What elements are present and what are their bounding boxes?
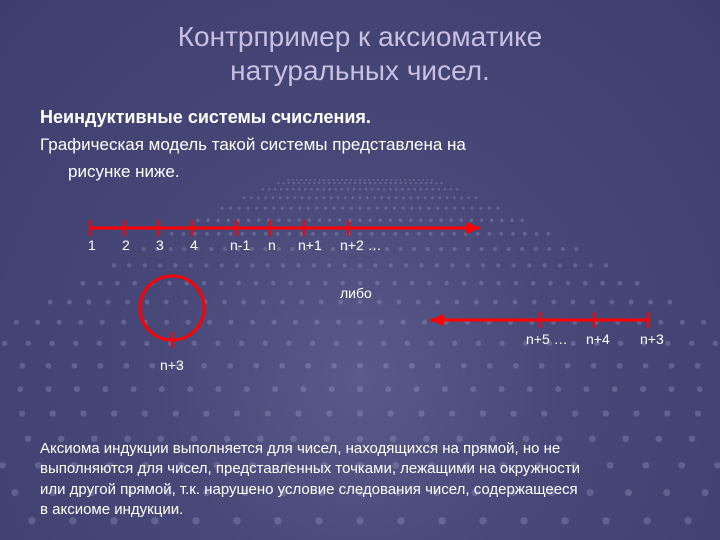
- svg-text:n+3: n+3: [640, 331, 664, 347]
- footer-line-1: Аксиома индукции выполняется для чисел, …: [40, 440, 560, 457]
- svg-text:2: 2: [122, 237, 130, 253]
- footer-line-2: выполняются для чисел, представленных то…: [40, 460, 580, 477]
- svg-text:n+2 …: n+2 …: [340, 237, 382, 253]
- footer-text: Аксиома индукции выполняется для чисел, …: [0, 439, 720, 520]
- svg-text:n+4: n+4: [586, 331, 610, 347]
- title-line-1: Контрпример к аксиоматике: [178, 21, 542, 52]
- diagram: 1 2 3 4 n-1 n n+1 n+2 … n+3 либо n+5 … n+4 n+3: [40, 198, 680, 398]
- svg-text:n-1: n-1: [230, 237, 250, 253]
- svg-text:n: n: [268, 237, 276, 253]
- svg-text:n+1: n+1: [298, 237, 322, 253]
- slide-content: Контрпример к аксиоматике натуральных чи…: [0, 0, 720, 403]
- svg-text:либо: либо: [340, 285, 372, 301]
- slide-title: Контрпример к аксиоматике натуральных чи…: [40, 20, 680, 87]
- subtitle: Неиндуктивные системы счисления.: [40, 107, 680, 128]
- svg-text:3: 3: [156, 237, 164, 253]
- svg-text:4: 4: [190, 237, 198, 253]
- svg-text:1: 1: [88, 237, 96, 253]
- title-line-2: натуральных чисел.: [230, 55, 490, 86]
- footer-line-3: или другой прямой, т.к. нарушено условие…: [40, 481, 578, 498]
- svg-text:n+3: n+3: [160, 357, 184, 373]
- paragraph-line-1: Графическая модель такой системы предста…: [40, 134, 680, 157]
- paragraph-line-2: рисунке ниже.: [40, 161, 680, 184]
- svg-text:n+5 …: n+5 …: [526, 331, 568, 347]
- footer-line-4: в аксиоме индукции.: [40, 501, 183, 518]
